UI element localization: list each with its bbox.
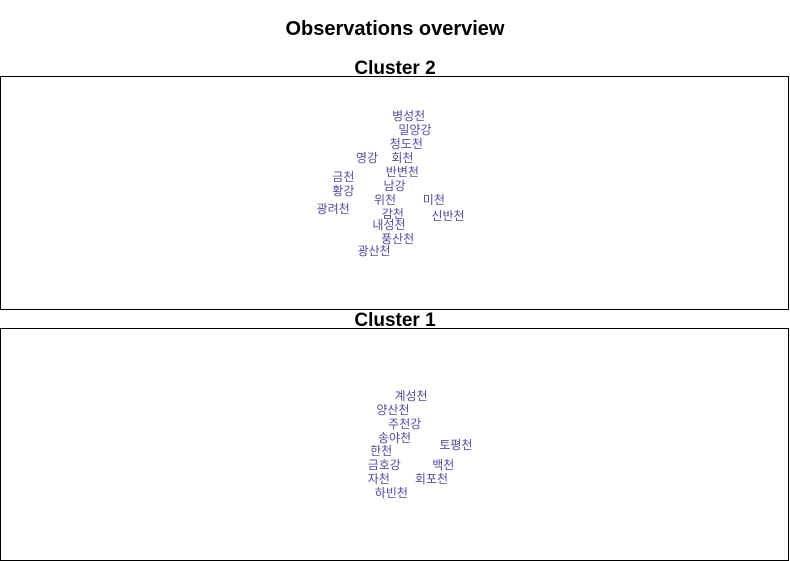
point-label: 광려천 bbox=[316, 202, 350, 217]
point-label: 신반천 bbox=[431, 209, 465, 224]
point-label: 내성천 bbox=[372, 218, 406, 233]
panel-title-cluster-2: Cluster 2 bbox=[354, 58, 436, 79]
point-label: 황강 bbox=[332, 183, 355, 198]
point-label: 토평천 bbox=[439, 437, 473, 452]
point-label: 위천 bbox=[374, 192, 397, 207]
point-label: 송야천 bbox=[377, 430, 412, 445]
point-label: 자천 bbox=[367, 472, 390, 487]
point-label: 회포천 bbox=[414, 472, 449, 487]
point-label: 금천 bbox=[332, 169, 355, 184]
point-label: 계성천 bbox=[394, 388, 428, 403]
point-label: 풍산천 bbox=[381, 232, 415, 247]
point-label: 한천 bbox=[370, 444, 393, 459]
point-label: 청도천 bbox=[389, 137, 423, 152]
point-label: 금호강 bbox=[367, 458, 401, 473]
point-label: 회천 bbox=[391, 151, 414, 166]
point-label: 백천 bbox=[432, 458, 455, 473]
point-label: 양산천 bbox=[376, 402, 410, 417]
point-label: 영강 bbox=[355, 151, 378, 166]
point-label: 하빈천 bbox=[374, 486, 408, 500]
point-label: 남강 bbox=[383, 179, 406, 194]
point-label: 반변천 bbox=[385, 165, 419, 180]
point-label: 감천 bbox=[381, 206, 404, 221]
point-label: 밀양강 bbox=[398, 123, 432, 138]
point-label: 병성천 bbox=[392, 109, 426, 124]
panel-title-cluster-1: Cluster 1 bbox=[354, 310, 436, 331]
point-label: 광산천 bbox=[357, 244, 391, 258]
chart-main-title: Observations overview bbox=[285, 18, 505, 40]
point-label: 주천강 bbox=[388, 416, 422, 431]
point-label: 미천 bbox=[422, 192, 445, 207]
